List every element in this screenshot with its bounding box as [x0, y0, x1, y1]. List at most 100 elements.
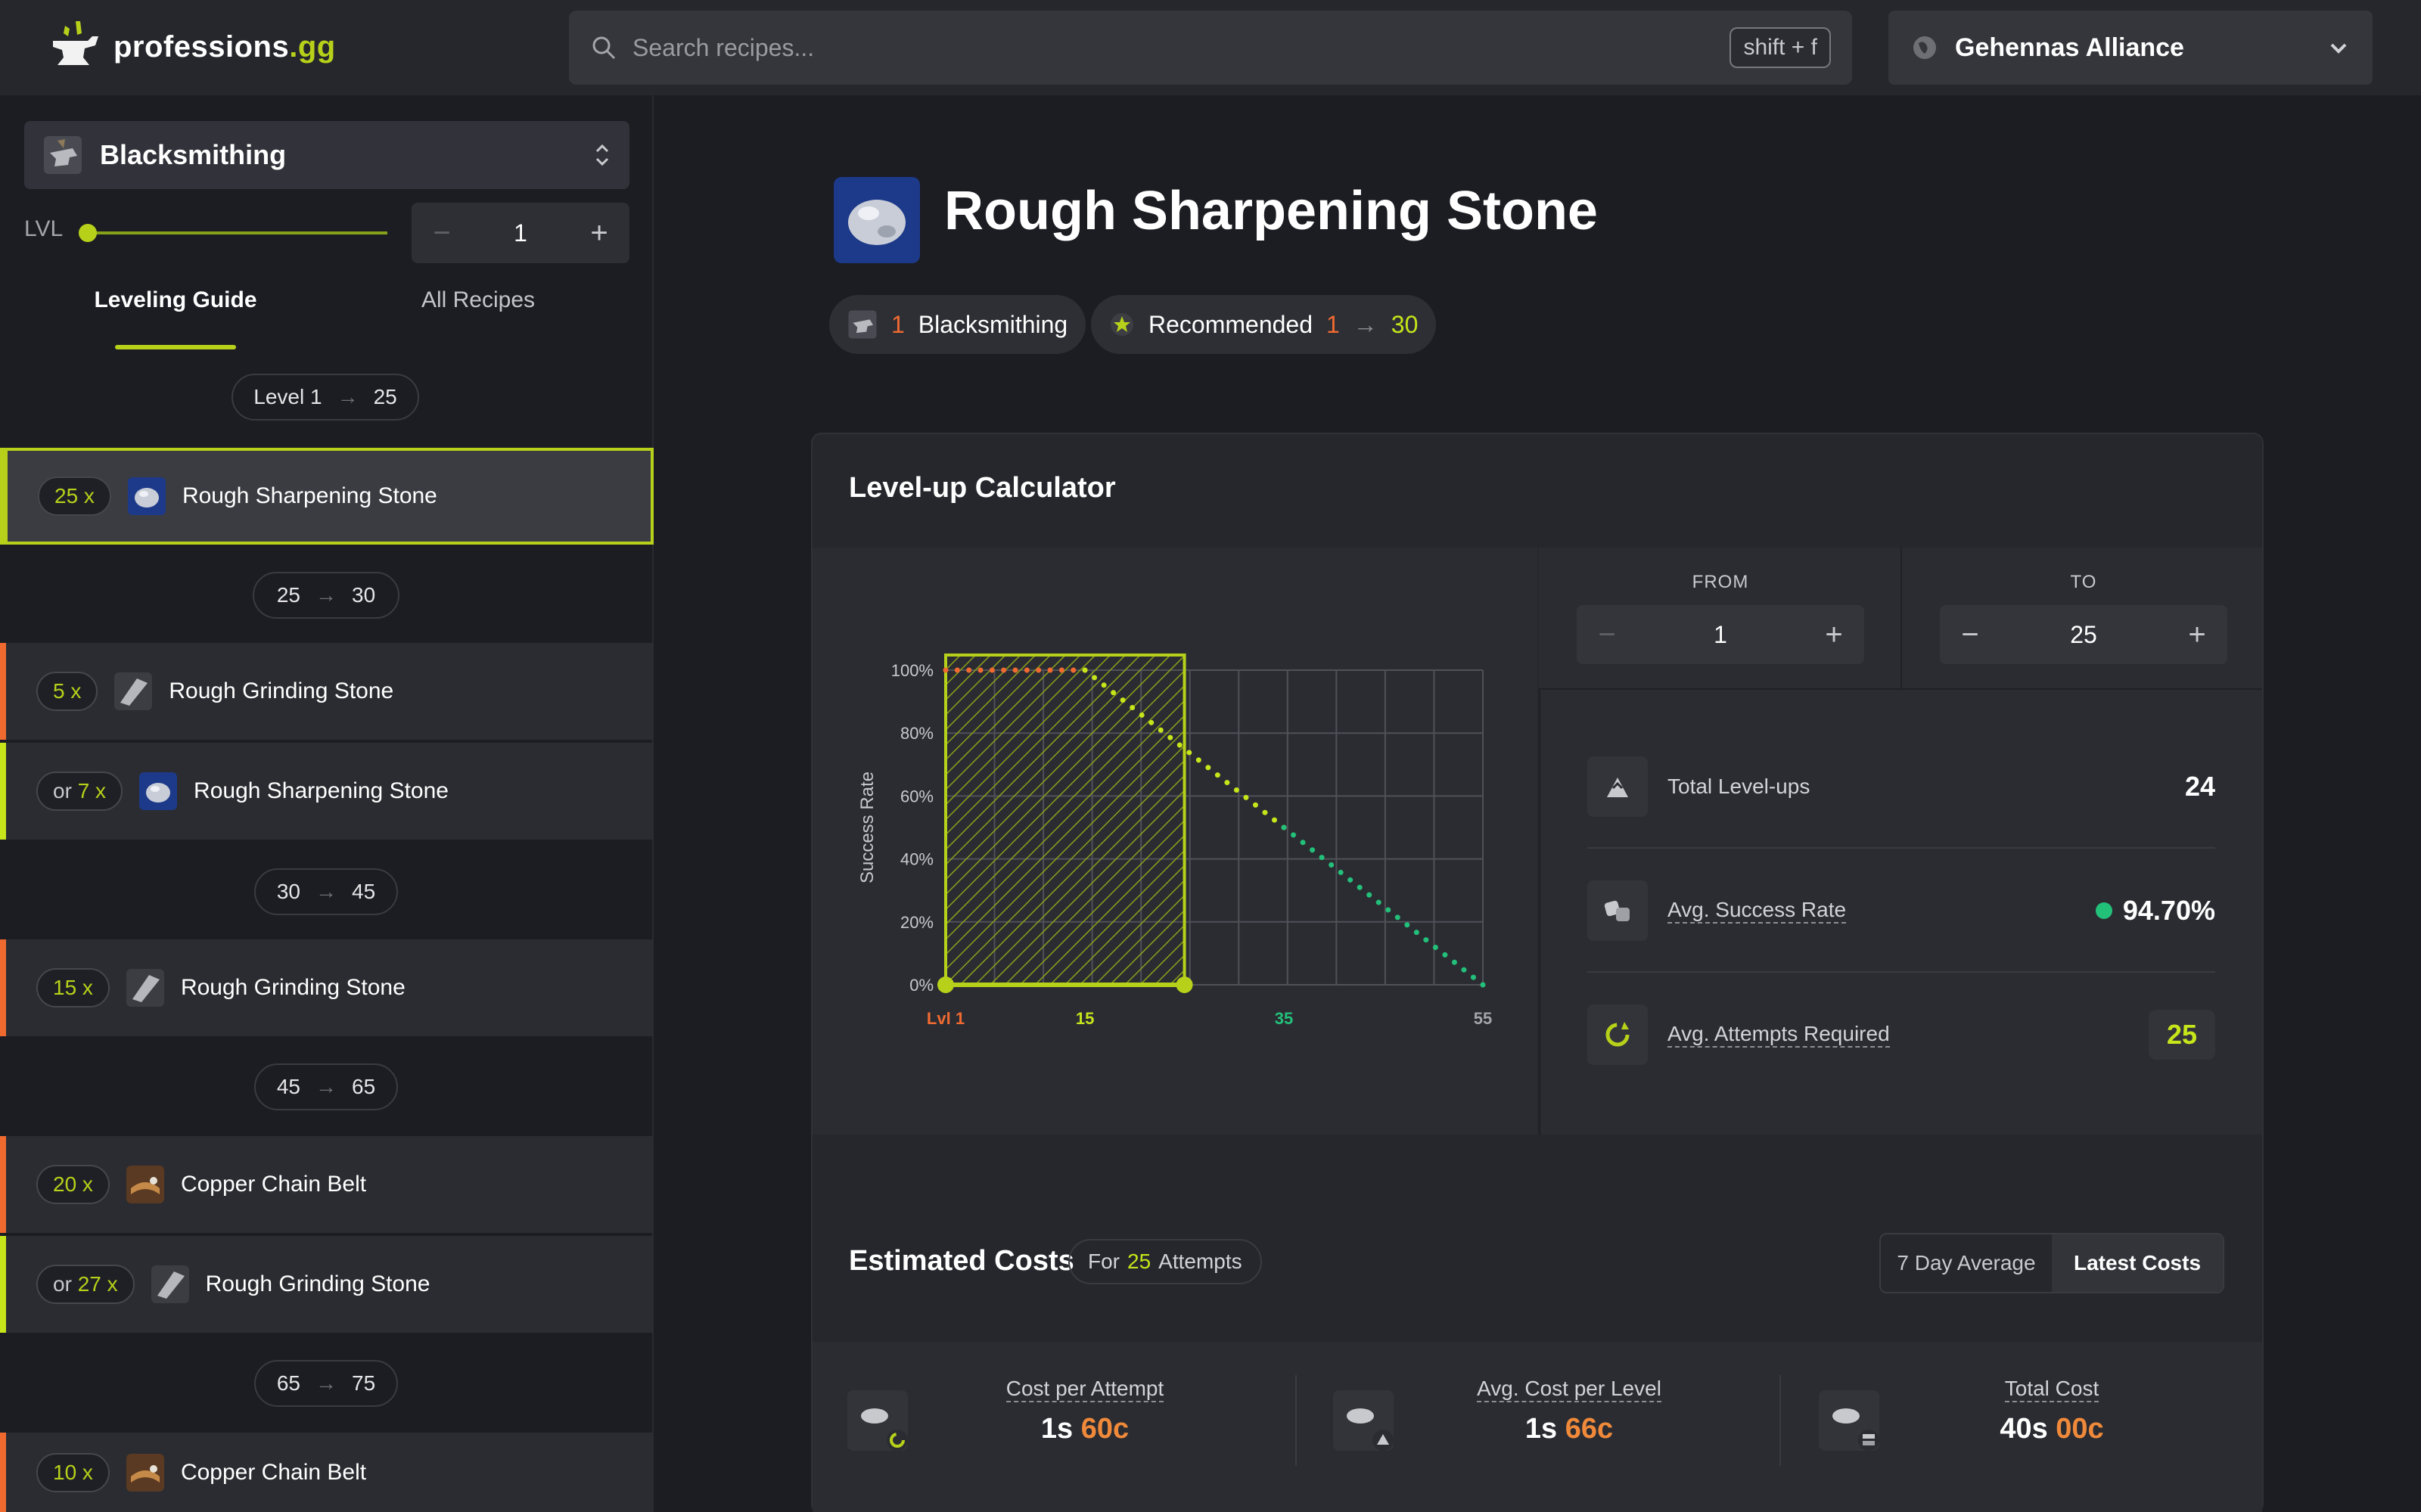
coins-levelup-icon — [1333, 1390, 1394, 1451]
series-point — [1120, 697, 1126, 703]
series-point — [989, 667, 995, 673]
search-shortcut: shift + f — [1730, 27, 1831, 68]
level-slider[interactable] — [88, 231, 387, 234]
y-tick-label: 20% — [900, 913, 934, 932]
minus-icon[interactable]: − — [1961, 617, 1979, 651]
minus-icon[interactable]: − — [433, 216, 451, 250]
tab-leveling-guide[interactable]: Leveling Guide — [94, 287, 257, 312]
series-point — [1338, 869, 1344, 875]
range-start-handle — [937, 976, 954, 993]
series-point — [1319, 855, 1325, 861]
level-range-pill: 30 → 45 — [254, 868, 398, 915]
y-tick-label: 40% — [900, 850, 934, 869]
series-point — [1442, 952, 1448, 958]
series-point — [1300, 840, 1306, 846]
blacksmithing-icon — [848, 310, 877, 339]
plus-icon[interactable]: + — [590, 216, 608, 250]
recipe-qty: 5 x — [36, 672, 98, 711]
recipe-name: Rough Grinding Stone — [169, 678, 394, 703]
from-value[interactable]: 1 — [1714, 620, 1727, 648]
chip-recommended: Recommended — [1148, 310, 1313, 338]
profession-select[interactable]: Blacksmithing — [24, 121, 629, 189]
recipe-row[interactable]: 20 x Copper Chain Belt — [0, 1136, 654, 1233]
series-point — [1111, 690, 1117, 696]
series-point — [1071, 667, 1077, 673]
range-to: 25 — [373, 385, 397, 408]
stat-label: Total Level-ups — [1667, 775, 1810, 798]
recipe-name: Rough Sharpening Stone — [182, 483, 437, 508]
recipe-row[interactable]: or 7 x Rough Sharpening Stone — [0, 743, 654, 840]
stat-label[interactable]: Avg. Success Rate — [1667, 898, 1847, 924]
series-point — [1024, 667, 1030, 673]
series-point — [1047, 667, 1053, 673]
realm-label: Gehennas Alliance — [1955, 33, 2184, 62]
recipe-row[interactable]: or 27 x Rough Grinding Stone — [0, 1236, 654, 1333]
recipe-row[interactable]: 10 x Copper Chain Belt — [0, 1433, 654, 1512]
status-dot — [2095, 902, 2112, 919]
search-bar[interactable]: shift + f — [569, 11, 1852, 85]
range-to: 75 — [352, 1371, 376, 1395]
plus-icon[interactable]: + — [2188, 617, 2206, 651]
brand-name: professions.gg — [113, 29, 336, 64]
series-point — [1404, 922, 1410, 928]
divider — [1587, 847, 2215, 849]
to-value[interactable]: 25 — [2070, 620, 2097, 648]
to-stepper[interactable]: − 25 + — [1940, 605, 2227, 664]
series-point — [1101, 682, 1107, 688]
search-input[interactable] — [632, 33, 1715, 62]
range-from: 25 — [276, 583, 300, 607]
to-label: TO — [2070, 572, 2097, 592]
level-stepper[interactable]: − 1 + — [412, 203, 629, 263]
range-to: 65 — [352, 1075, 376, 1098]
series-point — [1233, 787, 1239, 793]
series-point — [1366, 892, 1372, 898]
blacksmithing-icon — [44, 136, 82, 174]
recipe-qty: or 7 x — [36, 772, 123, 811]
range-to: 45 — [352, 880, 376, 903]
tab-7-day-average[interactable]: 7 Day Average — [1897, 1251, 2036, 1274]
recipe-row[interactable]: 5 x Rough Grinding Stone — [0, 643, 654, 740]
recipe-name: Rough Grinding Stone — [205, 1271, 430, 1296]
series-point — [1224, 780, 1230, 786]
cost-label[interactable]: Total Cost — [2004, 1377, 2099, 1402]
profession-chip[interactable]: 1 Blacksmithing — [829, 295, 1086, 354]
plus-icon[interactable]: + — [1825, 617, 1843, 651]
series-point — [1423, 937, 1429, 943]
y-axis-label: Success Rate — [857, 772, 878, 883]
sort-updown-icon — [595, 144, 609, 166]
tab-latest-costs[interactable]: Latest Costs — [2052, 1234, 2223, 1292]
coins-stack-icon — [1819, 1390, 1879, 1451]
logo[interactable]: professions.gg — [42, 18, 368, 76]
stat-label[interactable]: Avg. Attempts Required — [1667, 1022, 1890, 1048]
level-slider-handle[interactable] — [79, 224, 97, 242]
dice-icon — [1587, 880, 1648, 941]
recipe-row[interactable]: 15 x Rough Grinding Stone — [0, 939, 654, 1036]
recipe-row-selected[interactable]: 25 x Rough Sharpening Stone — [0, 448, 654, 545]
level-range-pill: 65 → 75 — [254, 1360, 398, 1407]
recommended-chip[interactable]: Recommended 1 → 30 — [1091, 295, 1437, 354]
recipe-qty: or 27 x — [36, 1265, 135, 1304]
recipe-name: Copper Chain Belt — [180, 1172, 367, 1197]
minus-icon[interactable]: − — [1598, 617, 1616, 651]
y-tick-label: 60% — [900, 787, 934, 806]
realm-select[interactable]: Gehennas Alliance — [1888, 11, 2373, 85]
series-point — [1394, 914, 1400, 921]
series-point — [1036, 667, 1042, 673]
level-value[interactable]: 1 — [514, 219, 527, 247]
range-from: Level 1 — [253, 385, 322, 408]
series-point — [1252, 802, 1258, 808]
cost-label[interactable]: Cost per Attempt — [1005, 1377, 1164, 1402]
cost-mode-toggle[interactable]: 7 Day Average Latest Costs — [1879, 1233, 2224, 1293]
calculator-title: Level-up Calculator — [849, 472, 1116, 504]
chevron-down-icon — [2330, 43, 2347, 54]
tab-all-recipes[interactable]: All Recipes — [421, 287, 536, 312]
stat-value: 25 — [2148, 1010, 2215, 1060]
recipe-qty: 15 x — [36, 968, 110, 1007]
divider — [1587, 971, 2215, 973]
series-point — [954, 667, 960, 673]
series-point — [966, 667, 972, 673]
series-point — [1139, 712, 1145, 718]
from-stepper[interactable]: − 1 + — [1577, 605, 1864, 664]
tab-active-indicator — [115, 345, 236, 349]
cost-label[interactable]: Avg. Cost per Level — [1477, 1377, 1661, 1402]
